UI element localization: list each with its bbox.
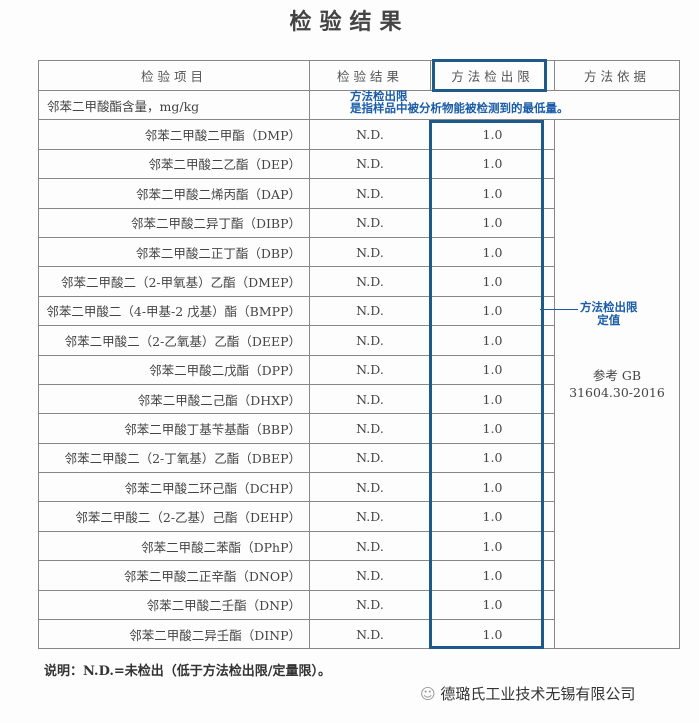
table-row: 邻苯二甲酸二正丁酯（DBP） N.D. 1.0 [38,236,680,268]
footnote: 说明：N.D.=未检出（低于方法检出限/定量限）。 [44,664,332,679]
result-cell: N.D. [309,560,431,591]
results-table: 检验项目 检验结果 方法检出限 方法依据 邻苯二甲酸酯含量，mg/kg 邻苯二甲… [38,60,680,650]
table-row: 邻苯二甲酸二苯酯（DPhP） N.D. 1.0 [38,530,680,562]
item-name: 邻苯二甲酸二（2-甲氧基）乙酯（DMEP） [38,266,310,297]
table-row: 邻苯二甲酸二乙酯（DEP） N.D. 1.0 [38,148,680,180]
item-name: 邻苯二甲酸丁基苄基酯（BBP） [38,413,310,444]
basis-cell: 参考 GB 31604.30-2016 [554,119,680,650]
limit-cell: 1.0 [430,178,555,209]
item-name: 邻苯二甲酸二正丁酯（DBP） [38,236,310,268]
limit-cell: 1.0 [430,619,555,650]
item-name: 邻苯二甲酸二烯丙酯（DAP） [38,178,310,209]
basis-line: 31604.30-2016 [569,385,665,401]
watermark-text: 德璐氏工业技术无锡有限公司 [440,685,636,703]
table-row: 邻苯二甲酸二（4-甲基-2 戊基）酯（BMPP） N.D. 1.0 [38,295,680,327]
table-row: 邻苯二甲酸二异壬酯（DINP） N.D. 1.0 [38,619,680,650]
item-name: 邻苯二甲酸二乙酯（DEP） [38,148,310,180]
result-cell: N.D. [309,472,431,503]
limit-cell: 1.0 [430,383,555,415]
limit-cell: 1.0 [430,442,555,474]
item-name: 邻苯二甲酸二己酯（DHXP） [38,383,310,415]
limit-cell: 1.0 [430,266,555,297]
item-name: 邻苯二甲酸二壬酯（DNP） [38,589,310,621]
result-cell: N.D. [309,383,431,415]
item-name: 邻苯二甲酸二环己酯（DCHP） [38,472,310,503]
annotation-right-line: 方法检出限 [580,300,638,314]
result-cell: N.D. [309,119,431,150]
header-result: 检验结果 [309,60,431,91]
watermark: ☺ 德璐氏工业技术无锡有限公司 [420,683,635,704]
header-limit: 方法检出限 [430,60,555,91]
table-row: 邻苯二甲酸二戊酯（DPP） N.D. 1.0 [38,354,680,385]
result-cell: N.D. [309,236,431,268]
result-cell: N.D. [309,413,431,444]
result-cell: N.D. [309,501,431,532]
header-row: 检验项目 检验结果 方法检出限 方法依据 [38,60,680,91]
group-label: 邻苯二甲酸酯含量，mg/kg [38,89,310,121]
table-row: 邻苯二甲酸二（2-甲氧基）乙酯（DMEP） N.D. 1.0 [38,266,680,297]
limit-column-highlight-box [429,120,544,649]
table-row: 邻苯二甲酸二（2-丁氧基）乙酯（DBEP） N.D. 1.0 [38,442,680,474]
table-row: 邻苯二甲酸二己酯（DHXP） N.D. 1.0 [38,383,680,415]
result-cell: N.D. [309,354,431,385]
item-name: 邻苯二甲酸二苯酯（DPhP） [38,530,310,562]
result-cell: N.D. [309,619,431,650]
annotation-top-line: 是指样品中被分析物能被检测到的最低量。 [350,101,569,115]
item-name: 邻苯二甲酸二甲酯（DMP） [38,119,310,150]
table-row: 邻苯二甲酸二（2-乙氧基）乙酯（DEEP） N.D. 1.0 [38,325,680,356]
item-name: 邻苯二甲酸二（2-乙基）己酯（DEHP） [38,501,310,532]
item-name: 邻苯二甲酸二（2-丁氧基）乙酯（DBEP） [38,442,310,474]
annotation-top-line: 方法检出限 [350,89,408,103]
table-row: 邻苯二甲酸二烯丙酯（DAP） N.D. 1.0 [38,178,680,209]
item-name: 邻苯二甲酸二正辛酯（DNOP） [38,560,310,591]
result-cell: N.D. [309,442,431,474]
result-cell: N.D. [309,325,431,356]
item-name: 邻苯二甲酸二（4-甲基-2 戊基）酯（BMPP） [38,295,310,327]
page-title: 检验结果 [289,9,410,35]
wechat-icon: ☺ [420,685,441,703]
item-name: 邻苯二甲酸二（2-乙氧基）乙酯（DEEP） [38,325,310,356]
result-cell: N.D. [309,148,431,180]
result-cell: N.D. [309,295,431,327]
header-basis: 方法依据 [554,60,680,91]
result-cell: N.D. [309,178,431,209]
header-item: 检验项目 [38,60,310,91]
limit-cell: 1.0 [430,295,555,327]
annotation-arrow [540,309,578,310]
limit-cell: 1.0 [430,589,555,621]
table-row: 邻苯二甲酸二环己酯（DCHP） N.D. 1.0 [38,472,680,503]
table-row: 邻苯二甲酸二甲酯（DMP） N.D. 1.0 参考 GB 31604.30-2016 [38,119,680,650]
annotation-right: 方法检出限 定值 [580,301,638,327]
result-cell: N.D. [309,207,431,238]
item-name: 邻苯二甲酸二异丁酯（DIBP） [38,207,310,238]
result-cell: N.D. [309,530,431,562]
result-cell: N.D. [309,589,431,621]
annotation-top: 方法检出限 是指样品中被分析物能被检测到的最低量。 [350,90,569,114]
item-name: 邻苯二甲酸二异壬酯（DINP） [38,619,310,650]
limit-cell: 1.0 [430,148,555,180]
header-highlight-box [432,59,547,92]
item-name: 邻苯二甲酸二戊酯（DPP） [38,354,310,385]
table-row: 邻苯二甲酸二异丁酯（DIBP） N.D. 1.0 [38,207,680,238]
result-cell: N.D. [309,266,431,297]
annotation-right-line: 定值 [597,313,621,327]
limit-cell: 1.0 [430,472,555,503]
limit-cell: 1.0 [430,236,555,268]
basis-line: 参考 GB [592,368,642,384]
